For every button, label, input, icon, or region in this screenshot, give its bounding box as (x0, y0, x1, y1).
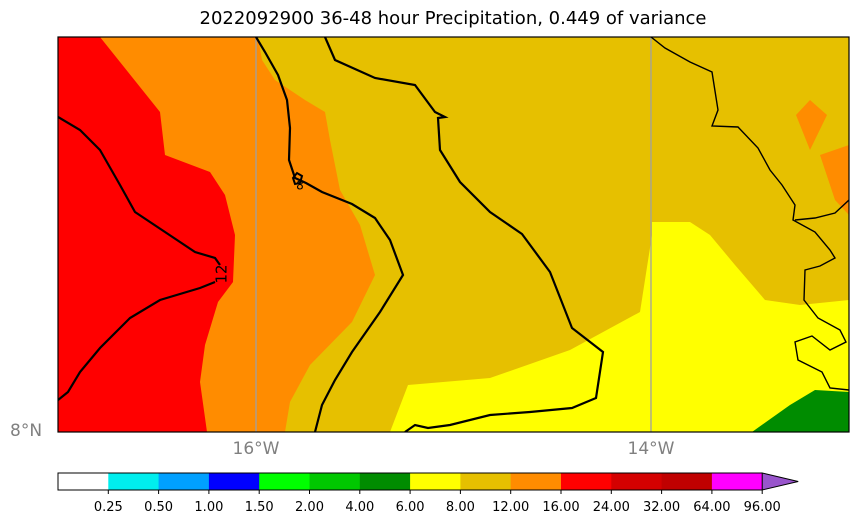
colorbar-tick-label: 1.50 (244, 500, 274, 515)
contour-line-8 (255, 37, 405, 432)
colorbar-swatch (309, 473, 361, 490)
colorbar-swatch (158, 473, 210, 490)
colorbar (57, 472, 799, 494)
colorbar-tick-label: 6.00 (395, 500, 425, 515)
colorbar-tick-label: 24.00 (592, 500, 630, 515)
colorbar-swatch (58, 473, 109, 490)
colorbar-tick-label: 4.00 (345, 500, 375, 515)
lon-label-14w: 14°W (627, 439, 675, 459)
colorbar-swatch (259, 473, 310, 490)
fill-region-orange-patch (796, 100, 827, 150)
colorbar-swatch (108, 473, 160, 490)
contour-line-12 (58, 116, 221, 401)
fill-region-yellow (390, 222, 849, 432)
colorbar-tick-label: 1.00 (194, 500, 224, 515)
colorbar-tick-label: 2.00 (295, 500, 324, 515)
contour-line-8-east (323, 37, 605, 432)
fill-region-orange-patch (820, 145, 849, 215)
lon-label-16w: 16°W (232, 439, 280, 459)
colorbar-swatch (208, 473, 260, 490)
lat-label-8n: 8°N (10, 421, 43, 441)
chart-title: 2022092900 36-48 hour Precipitation, 0.4… (199, 8, 707, 29)
colorbar-swatch (711, 473, 763, 490)
colorbar-swatch (561, 473, 612, 490)
colorbar-tick-label: 32.00 (642, 500, 681, 515)
colorbar-tick-label: 64.00 (693, 500, 731, 515)
contour-label: 12 (213, 264, 231, 283)
colorbar-tick-label: 8.00 (445, 500, 475, 515)
colorbar-extend-arrow (761, 472, 799, 491)
contour-label: 8 (296, 179, 304, 193)
colorbar-tick-label: 12.00 (492, 500, 530, 515)
colorbar-swatch (661, 473, 713, 490)
contour-loop (291, 171, 304, 186)
colorbar-tick-label: 16.00 (542, 500, 580, 515)
colorbar-swatch (410, 473, 461, 490)
colorbar-swatch (359, 473, 411, 490)
fill-region-green (752, 390, 849, 432)
colorbar-swatch (460, 473, 512, 490)
map-frame (57, 36, 850, 433)
colorbar-swatch (611, 473, 663, 490)
colorbar-tick-label: 0.25 (93, 500, 123, 515)
colorbar-tick-label: 0.50 (144, 500, 174, 515)
colorbar-tick-label: 96.00 (743, 500, 781, 515)
contour-labels: 12 8 (213, 179, 304, 284)
coastline-island (794, 199, 849, 221)
fill-region-red (58, 37, 235, 432)
coastline (650, 37, 849, 391)
colorbar-swatch (510, 473, 562, 490)
